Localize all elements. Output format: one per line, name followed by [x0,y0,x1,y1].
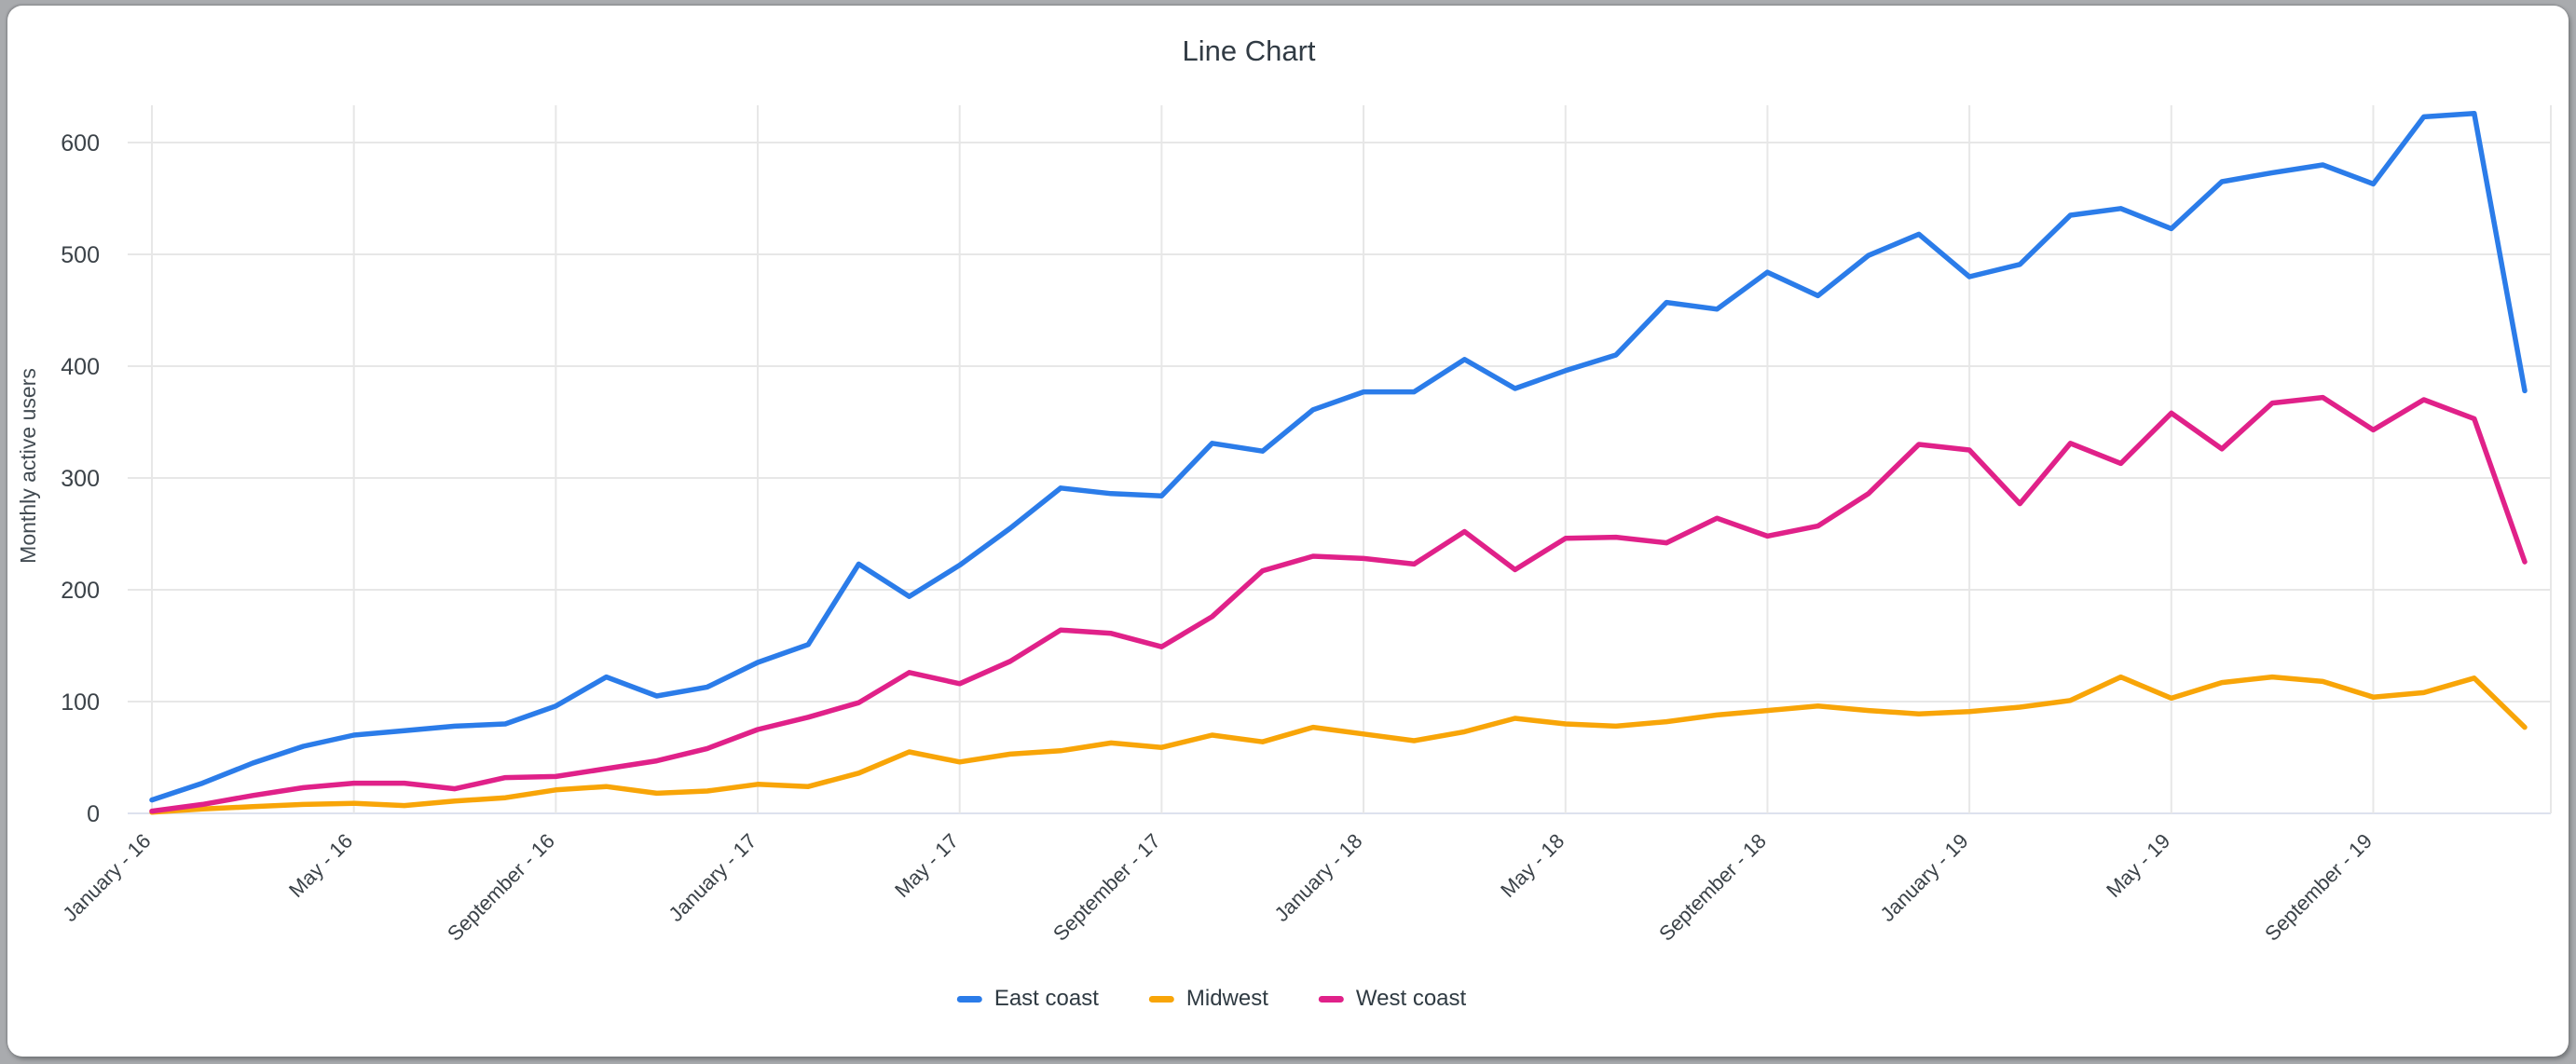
y-tick-label: 300 [61,466,100,492]
legend-item-east-coast[interactable]: East coast [956,986,1099,1012]
legend-label: Midwest [1185,986,1268,1011]
legend-item-west-coast[interactable]: West coast [1318,986,1467,1012]
x-tick-label: May - 16 [284,829,357,902]
chart-card [7,6,2569,1057]
y-tick-label: 200 [61,578,100,604]
legend-label: East coast [993,986,1099,1011]
legend-label: West coast [1355,986,1467,1011]
y-tick-label: 0 [87,801,100,827]
series-line-east-coast[interactable] [149,111,2528,803]
x-tick-label: May - 18 [1496,829,1569,902]
y-axis-title: Monthly active users [16,368,40,564]
series-line-midwest[interactable] [149,674,2528,815]
y-tick-label: 500 [61,242,100,268]
x-tick-label: January - 17 [664,829,760,926]
x-tick-label: January - 18 [1269,829,1366,926]
east-coast-swatch-icon [956,995,982,1003]
y-tick-label: 100 [61,689,100,716]
series-line-west-coast[interactable] [149,394,2528,814]
chart-title: Line Chart [1182,34,1316,67]
x-tick-label: September - 17 [1048,829,1165,941]
y-tick-label: 600 [61,130,100,157]
x-tick-label: September - 19 [2260,829,2377,941]
chart-canvas: 0 100 200 300 400 500 600 January - 16 May - 16 S… [16,105,2552,941]
legend-item-midwest[interactable]: Midwest [1148,986,1268,1012]
x-tick-label: September - 18 [1654,829,1771,941]
x-tick-label: January - 19 [1876,829,1973,926]
y-tick-label: 400 [61,354,100,380]
west-coast-swatch-icon [1318,995,1344,1003]
chart-legend: East coast Midwest West coast [956,986,1467,1012]
midwest-swatch-icon [1148,995,1174,1003]
x-tick-label: May - 17 [890,829,963,902]
x-tick-label: January - 16 [58,829,155,926]
x-tick-label: September - 16 [443,829,559,941]
x-tick-label: May - 19 [2102,829,2174,902]
